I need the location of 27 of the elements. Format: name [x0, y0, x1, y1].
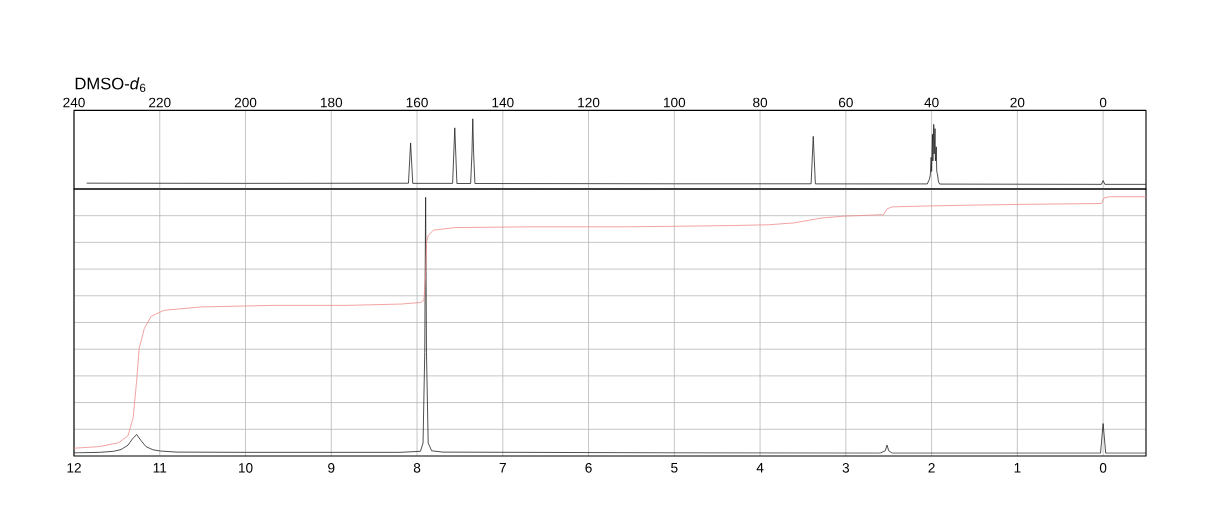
x-tick-label: 80 — [753, 97, 768, 108]
x-tick-label: 11 — [153, 463, 167, 473]
x-tick-label: 12 — [67, 463, 81, 473]
x-tick-label: 1 — [1014, 463, 1021, 473]
x-tick-label: 240 — [63, 97, 85, 108]
x-tick-label: 4 — [756, 463, 764, 473]
x-tick-label: 9 — [328, 463, 335, 473]
x-tick-label: 2 — [928, 463, 935, 473]
x-tick-label: 180 — [320, 97, 343, 108]
x-tick-label: 60 — [838, 97, 853, 108]
x-tick-label: 120 — [578, 97, 600, 108]
chart-title: DMSO-d$_{6}$ — [75, 77, 146, 92]
x-tick-label: 20 — [1010, 97, 1025, 108]
x-tick-label: 140 — [492, 97, 514, 108]
x-tick-label: 7 — [499, 463, 506, 473]
x-tick-label: 0 — [1099, 463, 1107, 473]
x-tick-label: 6 — [585, 463, 592, 473]
x-tick-label: 40 — [924, 97, 939, 108]
x-tick-label: 10 — [238, 463, 253, 473]
x-tick-label: 3 — [842, 463, 850, 473]
x-tick-label: 160 — [406, 97, 428, 108]
x-tick-label: 5 — [671, 463, 678, 473]
x-tick-label: 0 — [1099, 97, 1107, 108]
x-tick-label: 8 — [413, 463, 421, 473]
x-tick-label: 200 — [234, 97, 257, 108]
x-tick-label: 220 — [149, 97, 171, 108]
x-tick-label: 100 — [664, 97, 686, 108]
